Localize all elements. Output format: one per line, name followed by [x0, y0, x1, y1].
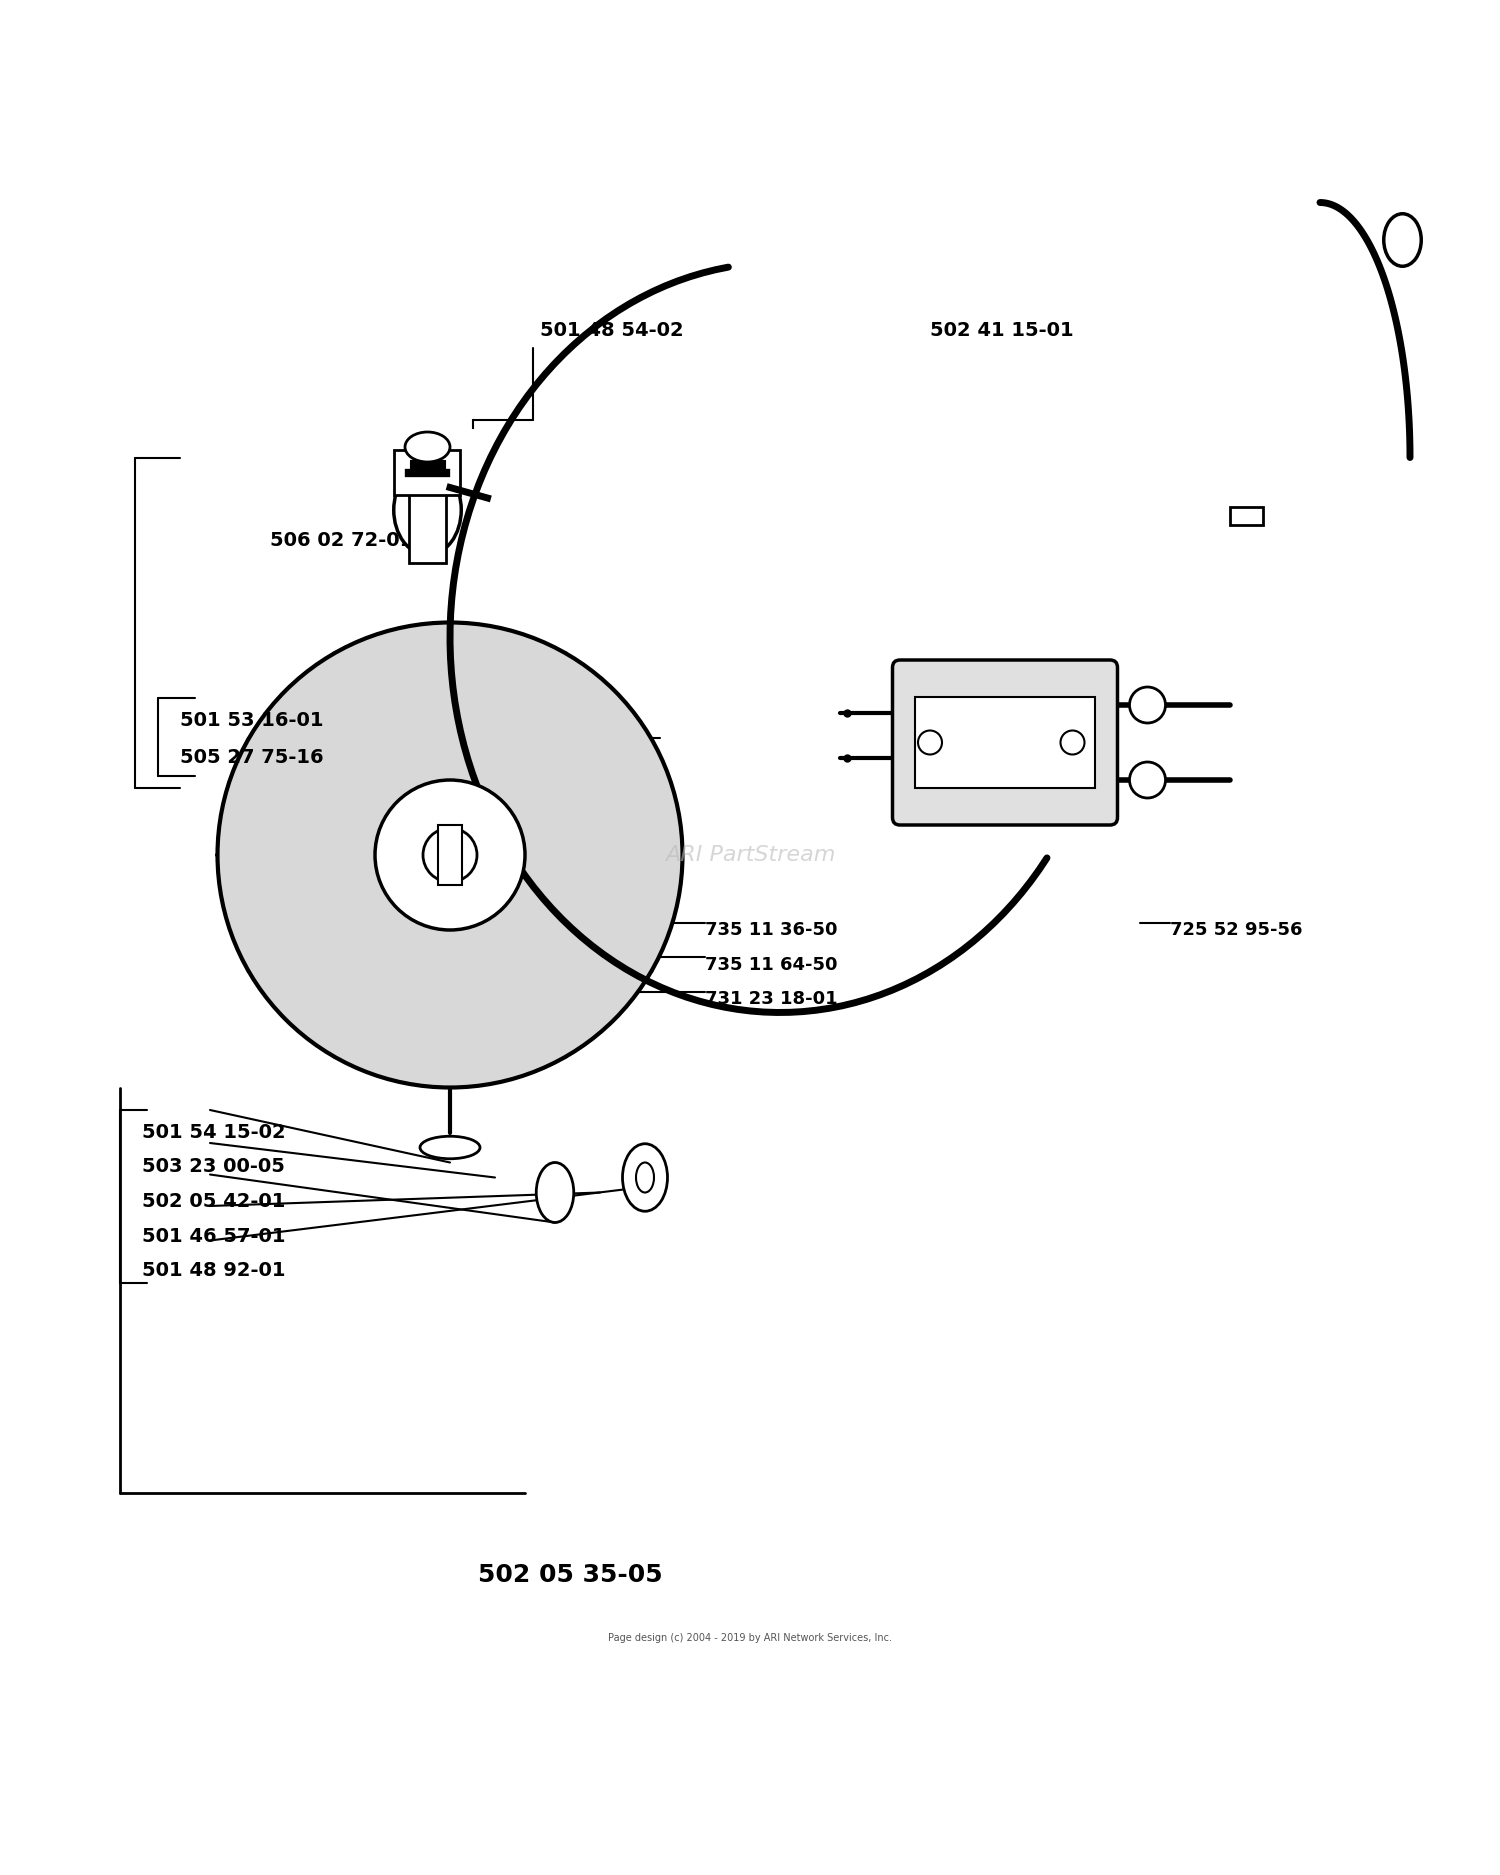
Text: 503 23 00-05: 503 23 00-05 [142, 1157, 285, 1176]
Bar [410, 488, 446, 562]
Text: 502 41 15-01: 502 41 15-01 [930, 321, 1074, 339]
Text: 505 27 75-16: 505 27 75-16 [180, 748, 324, 767]
Ellipse shape [537, 1162, 573, 1222]
Text: 731 23 18-01: 731 23 18-01 [705, 990, 837, 1009]
Text: 501 46 57-01: 501 46 57-01 [142, 1226, 286, 1245]
Text: 735 11 64-50: 735 11 64-50 [705, 956, 837, 973]
Circle shape [918, 731, 942, 754]
Text: Page design (c) 2004 - 2019 by ARI Network Services, Inc.: Page design (c) 2004 - 2019 by ARI Netwo… [608, 1633, 892, 1642]
Bar [1230, 506, 1263, 525]
Ellipse shape [636, 1162, 654, 1192]
Circle shape [217, 622, 682, 1088]
FancyBboxPatch shape [892, 660, 1118, 825]
Circle shape [1060, 731, 1084, 754]
Text: 735 11 36-50: 735 11 36-50 [705, 921, 837, 939]
Circle shape [1130, 761, 1166, 799]
Circle shape [1130, 686, 1166, 724]
Ellipse shape [405, 431, 450, 461]
Ellipse shape [622, 1144, 668, 1211]
Text: ARI PartStream: ARI PartStream [664, 846, 836, 864]
Ellipse shape [1383, 214, 1422, 266]
Ellipse shape [420, 1136, 480, 1159]
Text: 501 54 15-02: 501 54 15-02 [142, 1123, 286, 1142]
Text: 502 05 42-01: 502 05 42-01 [142, 1192, 286, 1211]
Circle shape [423, 829, 477, 881]
Bar [438, 825, 462, 885]
Circle shape [375, 780, 525, 930]
Bar [915, 698, 1095, 788]
Text: 506 02 72-01: 506 02 72-01 [270, 531, 413, 549]
Ellipse shape [393, 465, 460, 555]
Text: 501 48 54-02: 501 48 54-02 [540, 321, 684, 339]
Bar [394, 450, 460, 495]
Text: 501 53 16-01: 501 53 16-01 [180, 711, 324, 729]
Text: 502 05 35-05: 502 05 35-05 [477, 1564, 663, 1586]
Text: 725 52 95-56: 725 52 95-56 [1170, 921, 1302, 939]
Text: 501 48 92-01: 501 48 92-01 [142, 1262, 286, 1281]
